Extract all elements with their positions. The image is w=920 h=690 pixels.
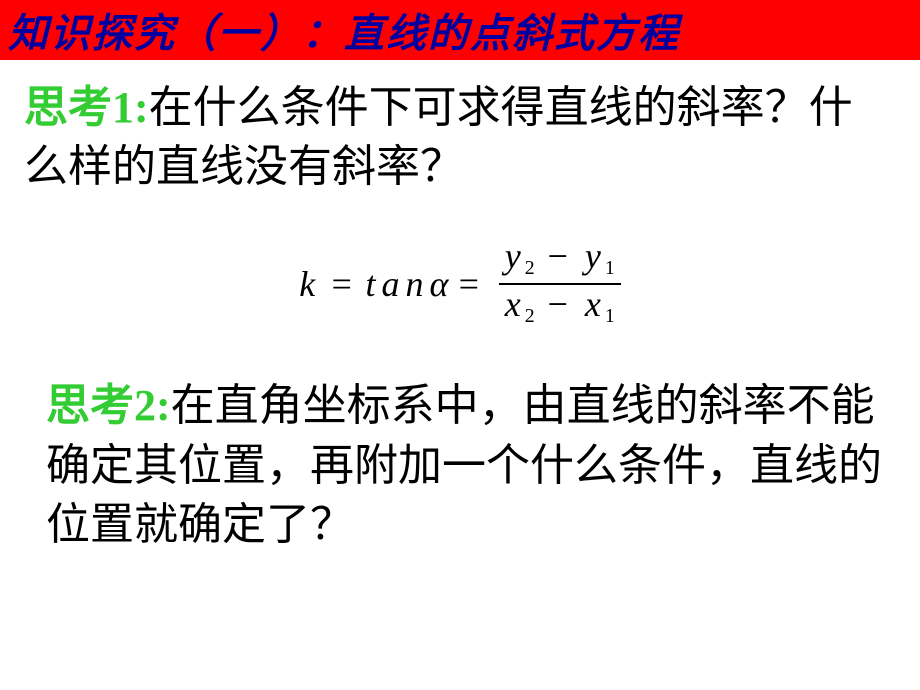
think1-paragraph: 思考1:在什么条件下可求得直线的斜率？什么样的直线没有斜率？	[24, 78, 896, 197]
think2-paragraph: 思考2:在直角坐标系中，由直线的斜率不能确定其位置，再附加一个什么条件，直线的位…	[24, 376, 896, 554]
slope-formula: k = tanα = y2 − y1 x2 − x1	[299, 237, 621, 332]
formula-block: k = tanα = y2 − y1 x2 − x1	[24, 237, 896, 332]
den-minus: −	[548, 284, 572, 324]
think2-text: 在直角坐标系中，由直线的斜率不能确定其位置，再附加一个什么条件，直线的位置就确定…	[46, 381, 882, 549]
den-x2-sub: 2	[525, 305, 535, 327]
formula-eq2: =	[456, 263, 484, 305]
formula-numerator: y2 − y1	[499, 237, 621, 284]
den-x1-sub: 1	[605, 305, 615, 327]
header-title: 知识探究（一）：直线的点斜式方程	[8, 1, 680, 59]
num-y1: y	[585, 236, 605, 276]
num-minus: −	[548, 236, 572, 276]
think2-label: 思考2:	[46, 381, 171, 430]
formula-alpha: α	[430, 263, 449, 305]
think1-label: 思考1:	[24, 83, 149, 132]
header-bar: 知识探究（一）：直线的点斜式方程	[0, 0, 920, 60]
formula-fraction: y2 − y1 x2 − x1	[499, 237, 621, 332]
den-x1: x	[585, 284, 605, 324]
formula-denominator: x2 − x1	[499, 285, 621, 332]
think1-text: 在什么条件下可求得直线的斜率？什么样的直线没有斜率？	[24, 83, 853, 191]
formula-tan: tan	[366, 263, 430, 305]
num-y2: y	[505, 236, 525, 276]
formula-eq1: =	[329, 263, 357, 305]
num-y2-sub: 2	[525, 257, 535, 279]
content-area: 思考1:在什么条件下可求得直线的斜率？什么样的直线没有斜率？ k = tanα …	[0, 60, 920, 554]
den-x2: x	[505, 284, 525, 324]
formula-k: k	[299, 263, 321, 305]
num-y1-sub: 1	[605, 257, 615, 279]
